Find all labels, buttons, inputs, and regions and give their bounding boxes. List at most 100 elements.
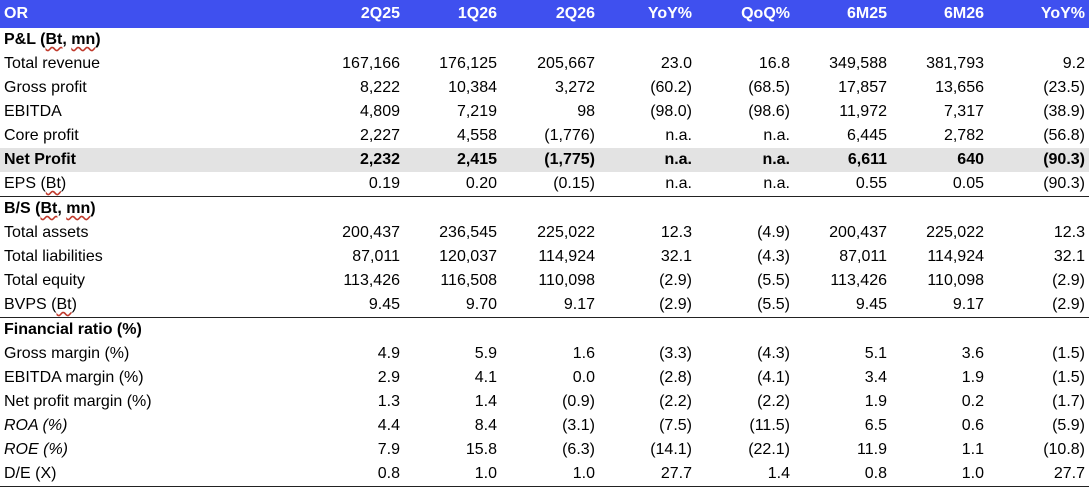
row-value: (90.3) bbox=[1043, 175, 1085, 192]
row-value: 0.19 bbox=[368, 175, 400, 192]
row-value: 114,924 bbox=[927, 248, 984, 265]
header-6m25: 6M25 bbox=[794, 0, 891, 28]
table-row: EPS (Bt) 0.19 0.20 (0.15) n.a. n.a. 0.55 0.05 (9… bbox=[0, 172, 1089, 197]
row-label: D/E (X) bbox=[0, 462, 306, 487]
row-value: 1.3 bbox=[377, 393, 400, 410]
row-value: (1.5) bbox=[1052, 345, 1085, 362]
row-value: 4,809 bbox=[359, 103, 400, 120]
row-value: 9.17 bbox=[952, 296, 984, 313]
table-row: EBITDA 4,809 7,219 98 (98.0) (98.6) 11,972 7,31… bbox=[0, 100, 1089, 124]
row-value: (2.9) bbox=[1052, 296, 1085, 313]
row-value: 176,125 bbox=[439, 55, 497, 72]
row-value: (1.5) bbox=[1052, 369, 1085, 386]
row-value: 1.0 bbox=[891, 462, 988, 487]
row-value: (3.3) bbox=[659, 345, 692, 362]
row-value: 114,924 bbox=[538, 248, 595, 265]
row-value: 0.05 bbox=[952, 175, 984, 192]
row-value: 1.4 bbox=[696, 462, 794, 487]
row-value: 11.9 bbox=[857, 441, 887, 458]
row-value: 167,166 bbox=[342, 55, 400, 72]
header-company: OR bbox=[0, 0, 306, 28]
row-value: 3.4 bbox=[864, 369, 887, 386]
row-value: (5.9) bbox=[1052, 417, 1085, 434]
table-row: D/E (X) 0.8 1.0 1.0 27.7 1.4 0.8 1.0 27.7 bbox=[0, 462, 1089, 487]
table-row: ROA (%) 4.4 8.4 (3.1) (7.5) (11.5) 6.5 0.6 (5.9) bbox=[0, 414, 1089, 438]
row-value: (4.1) bbox=[757, 369, 790, 386]
row-value: (6.3) bbox=[562, 441, 595, 458]
row-value: 87,011 bbox=[839, 248, 887, 265]
row-value: 0.20 bbox=[465, 175, 497, 192]
row-value: 120,037 bbox=[439, 248, 497, 265]
row-value: 0.0 bbox=[572, 369, 595, 386]
row-value: (1,775) bbox=[501, 148, 599, 172]
table-row: Total equity 113,426 116,508 110,098 (2.9) (5… bbox=[0, 269, 1089, 293]
row-value: 200,437 bbox=[829, 224, 887, 241]
table-row: ROE (%) 7.9 15.8 (6.3) (14.1) (22.1) 11.9 1.1 (1… bbox=[0, 438, 1089, 462]
row-label: Core profit bbox=[4, 127, 79, 144]
row-value: 11,972 bbox=[839, 103, 887, 120]
row-value: (38.9) bbox=[1043, 103, 1085, 120]
section-title: B/S (Bt, mn) bbox=[0, 196, 1089, 221]
row-value: (0.9) bbox=[562, 393, 595, 410]
row-value: 2,232 bbox=[306, 148, 404, 172]
row-value: 87,011 bbox=[352, 248, 400, 265]
section-title: Financial ratio (%) bbox=[0, 317, 1089, 342]
row-value: 2,227 bbox=[359, 127, 400, 144]
row-value: 349,588 bbox=[829, 55, 887, 72]
row-value: (1.7) bbox=[1052, 393, 1085, 410]
row-value: 32.1 bbox=[660, 248, 692, 265]
row-value: (3.1) bbox=[562, 417, 595, 434]
row-value: (98.0) bbox=[650, 103, 692, 120]
row-value: 2.9 bbox=[377, 369, 400, 386]
row-value: 9.45 bbox=[855, 296, 887, 313]
table-row: Core profit 2,227 4,558 (1,776) n.a. n.a. 6,44… bbox=[0, 124, 1089, 148]
row-value: 12.3 bbox=[660, 224, 692, 241]
row-value: (68.5) bbox=[748, 79, 790, 96]
row-value: 9.2 bbox=[1062, 55, 1085, 72]
row-value: 4,558 bbox=[456, 127, 497, 144]
row-value: 0.55 bbox=[855, 175, 887, 192]
section-header-row: B/S (Bt, mn) bbox=[0, 196, 1089, 221]
row-value: (14.1) bbox=[650, 441, 692, 458]
row-value: 15.8 bbox=[465, 441, 497, 458]
row-value: 1.9 bbox=[864, 393, 887, 410]
row-value: 381,793 bbox=[926, 55, 984, 72]
row-value: 225,022 bbox=[926, 224, 984, 241]
row-value: 3.6 bbox=[961, 345, 984, 362]
row-value: 110,098 bbox=[538, 272, 595, 289]
table-row: Total revenue 167,166 176,125 205,667 23.0 16… bbox=[0, 52, 1089, 76]
row-value: 4.4 bbox=[377, 417, 400, 434]
table-row: Gross profit 8,222 10,384 3,272 (60.2) (68.5)… bbox=[0, 76, 1089, 100]
table-row: Net Profit 2,232 2,415 (1,775) n.a. n.a. 6,611… bbox=[0, 148, 1089, 172]
table-body: P&L (Bt, mn) Total revenue 167,166 176,125 2… bbox=[0, 28, 1089, 487]
row-value: n.a. bbox=[763, 127, 790, 144]
section-header-row: Financial ratio (%) bbox=[0, 317, 1089, 342]
row-value: 9.17 bbox=[563, 296, 595, 313]
row-value: 17,857 bbox=[838, 79, 887, 96]
row-label: Gross margin (%) bbox=[4, 345, 130, 362]
row-value: (90.3) bbox=[988, 148, 1089, 172]
row-value: (10.8) bbox=[1043, 441, 1085, 458]
row-value: 7.9 bbox=[377, 441, 400, 458]
row-value: 32.1 bbox=[1053, 248, 1085, 265]
row-value: n.a. bbox=[665, 127, 692, 144]
row-value: (2.2) bbox=[757, 393, 790, 410]
row-value: 640 bbox=[891, 148, 988, 172]
row-value: 1.1 bbox=[961, 441, 984, 458]
row-label: EBITDA margin (%) bbox=[4, 369, 144, 386]
table-row: Total assets 200,437 236,545 225,022 12.3 (4.… bbox=[0, 221, 1089, 245]
row-value: n.a. bbox=[599, 148, 696, 172]
header-6m26: 6M26 bbox=[891, 0, 988, 28]
row-value: 1.0 bbox=[404, 462, 501, 487]
row-value: 12.3 bbox=[1053, 224, 1085, 241]
row-value: 8.4 bbox=[474, 417, 497, 434]
row-value: (11.5) bbox=[749, 417, 790, 434]
header-1q26: 1Q26 bbox=[404, 0, 501, 28]
section-title: P&L (Bt, mn) bbox=[4, 31, 101, 48]
row-value: (4.9) bbox=[757, 224, 790, 241]
row-value: 110,098 bbox=[927, 272, 984, 289]
row-value: (23.5) bbox=[1043, 79, 1085, 96]
row-value: n.a. bbox=[665, 175, 692, 192]
table-row: Net profit margin (%) 1.3 1.4 (0.9) (2.2) (2.… bbox=[0, 390, 1089, 414]
row-value: 6,445 bbox=[846, 127, 887, 144]
